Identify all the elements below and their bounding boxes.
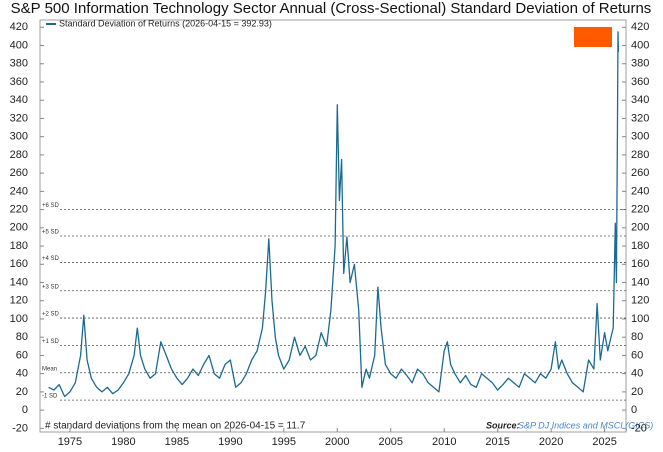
- y-tick-label-right: 0: [631, 404, 637, 416]
- y-tick-label: -20: [12, 422, 28, 434]
- y-tick-label: 140: [10, 276, 28, 288]
- x-tick-label: 2020: [539, 436, 563, 448]
- y-tick-label-right: 280: [631, 149, 649, 161]
- y-tick-label: 80: [16, 331, 28, 343]
- reference-label: +2 SD: [42, 312, 60, 318]
- y-tick-label: 340: [10, 94, 28, 106]
- y-tick-label: 20: [16, 386, 28, 398]
- y-tick-label: 360: [10, 76, 28, 88]
- y-tick-label-right: 200: [631, 222, 649, 234]
- y-tick-label-right: 420: [631, 21, 649, 33]
- y-tick-label-right: 100: [631, 313, 649, 325]
- y-tick-label-right: 180: [631, 240, 649, 252]
- y-tick-label: 420: [10, 21, 28, 33]
- x-tick-label: 2025: [592, 436, 616, 448]
- y-tick-label: 180: [10, 240, 28, 252]
- y-tick-label-right: 300: [631, 131, 649, 143]
- y-tick-label-right: 260: [631, 167, 649, 179]
- y-tick-label-right: 140: [631, 276, 649, 288]
- y-tick-label-right: -20: [631, 422, 647, 434]
- x-tick-label: 1980: [111, 436, 135, 448]
- y-tick-label: 40: [16, 368, 28, 380]
- y-tick-label: 60: [16, 349, 28, 361]
- y-tick-label: 280: [10, 149, 28, 161]
- y-tick-label: 320: [10, 112, 28, 124]
- x-tick-label: 2005: [379, 436, 403, 448]
- y-tick-label: 300: [10, 131, 28, 143]
- reference-label: +4 SD: [42, 256, 60, 262]
- y-tick-label: 100: [10, 313, 28, 325]
- y-tick-label: 120: [10, 295, 28, 307]
- reference-label: +6 SD: [42, 203, 60, 209]
- y-tick-label: 220: [10, 203, 28, 215]
- y-tick-label: 160: [10, 258, 28, 270]
- plot-frame: [39, 19, 627, 433]
- x-tick-label: 1995: [272, 436, 296, 448]
- y-tick-label-right: 60: [631, 349, 643, 361]
- y-tick-label-right: 380: [631, 58, 649, 70]
- y-tick-label-right: 80: [631, 331, 643, 343]
- y-tick-label: 380: [10, 58, 28, 70]
- y-tick-label-right: 220: [631, 203, 649, 215]
- y-tick-label-right: 40: [631, 368, 643, 380]
- y-tick-label-right: 160: [631, 258, 649, 270]
- y-tick-label-right: 20: [631, 386, 643, 398]
- reference-label: +5 SD: [42, 230, 60, 236]
- y-tick-label-right: 120: [631, 295, 649, 307]
- y-tick-label: 200: [10, 222, 28, 234]
- x-tick-label: 2010: [432, 436, 456, 448]
- chart-title: S&P 500 Information Technology Sector An…: [11, 0, 652, 17]
- footnote: # standard deviations from the mean on 2…: [45, 421, 306, 432]
- x-tick-label: 1990: [218, 436, 242, 448]
- x-tick-label: 2000: [325, 436, 349, 448]
- reference-label: +1 SD: [42, 339, 60, 345]
- y-tick-label: 0: [22, 404, 28, 416]
- redaction-box: [574, 27, 612, 47]
- y-tick-label-right: 360: [631, 76, 649, 88]
- y-tick-label: 400: [10, 39, 28, 51]
- data-line: [48, 31, 620, 398]
- x-tick-label: 1985: [165, 436, 189, 448]
- y-tick-label-right: 240: [631, 185, 649, 197]
- y-tick-label-right: 400: [631, 39, 649, 51]
- y-tick-label-right: 320: [631, 112, 649, 124]
- y-tick-label-right: 340: [631, 94, 649, 106]
- source-label: Source:: [486, 420, 520, 430]
- reference-label: -1 SD: [42, 394, 58, 400]
- reference-label: +3 SD: [42, 284, 60, 290]
- y-tick-label: 260: [10, 167, 28, 179]
- source: S&P DJ Indices and MSCI (GICS): [518, 420, 653, 430]
- legend-label: Standard Deviation of Returns (2026-04-1…: [59, 18, 272, 28]
- y-tick-label: 240: [10, 185, 28, 197]
- x-tick-label: 2015: [485, 436, 509, 448]
- x-tick-label: 1975: [58, 436, 82, 448]
- reference-label: Mean: [42, 366, 57, 372]
